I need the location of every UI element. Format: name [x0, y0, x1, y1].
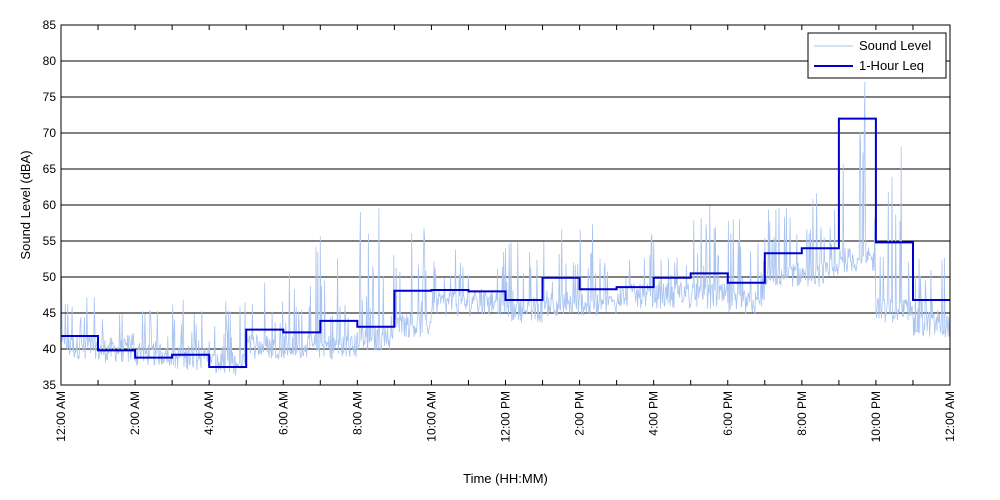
- x-tick-label: 10:00 PM: [869, 391, 883, 442]
- legend: Sound Level 1-Hour Leq: [807, 32, 947, 79]
- x-tick-label: 12:00 AM: [54, 391, 68, 442]
- y-tick-label: 35: [43, 378, 57, 392]
- x-tick-label: 12:00 PM: [499, 391, 513, 442]
- axis-ticks: 35 40 45 50 55 60 65 70 75 80 85 12:00 AM 2:00 AM 4:0…: [43, 18, 957, 442]
- plot-area: [60, 81, 951, 376]
- series-sound-level-line: [60, 81, 951, 376]
- legend-label-1-hour-leq: 1-Hour Leq: [859, 58, 924, 73]
- x-tick-label: 4:00 AM: [202, 391, 216, 435]
- x-tick-label: 6:00 AM: [276, 391, 290, 435]
- x-tick-label: 6:00 PM: [721, 391, 735, 436]
- y-tick-label: 85: [43, 18, 57, 32]
- y-tick-label: 75: [43, 90, 57, 104]
- y-tick-label: 70: [43, 126, 57, 140]
- y-tick-label: 40: [43, 342, 57, 356]
- y-tick-label: 55: [43, 234, 57, 248]
- y-axis-title: Sound Level (dBA): [18, 150, 33, 259]
- y-tick-label: 45: [43, 306, 57, 320]
- x-tick-label: 4:00 PM: [647, 391, 661, 436]
- legend-label-sound-level: Sound Level: [859, 38, 931, 53]
- y-tick-label: 80: [43, 54, 57, 68]
- y-tick-label: 65: [43, 162, 57, 176]
- y-tick-label: 60: [43, 198, 57, 212]
- series-1-hour-leq-step: [61, 117, 950, 368]
- legend-box: [807, 32, 947, 79]
- x-tick-label: 8:00 PM: [795, 391, 809, 436]
- x-tick-label: 8:00 AM: [350, 391, 364, 435]
- x-tick-label: 2:00 PM: [573, 391, 587, 436]
- x-tick-label: 2:00 AM: [128, 391, 142, 435]
- y-tick-label: 50: [43, 270, 57, 284]
- x-tick-label: 10:00 AM: [424, 391, 438, 442]
- x-axis-title: Time (HH:MM): [463, 471, 548, 486]
- x-tick-label: 12:00 AM: [943, 391, 957, 442]
